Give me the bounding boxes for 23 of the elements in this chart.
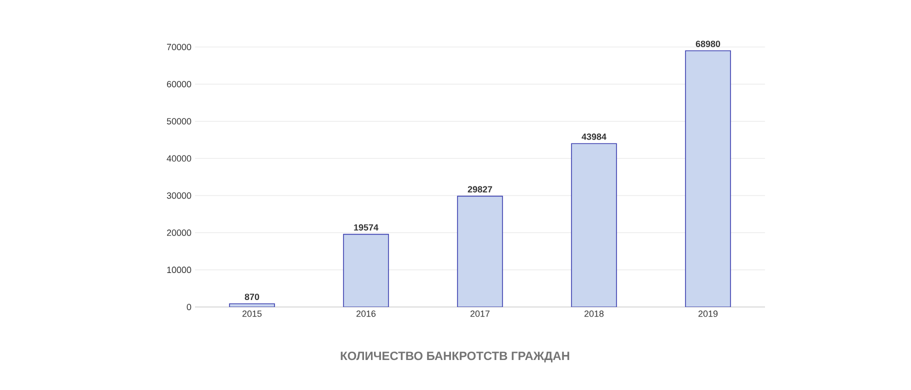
x-tick-label: 2019 <box>698 310 718 317</box>
bar <box>571 143 617 307</box>
text: КОЛИЧЕСТВО БАНКРОТСТВ ГРАЖДАН <box>340 352 570 362</box>
data-label: 68980 <box>696 40 720 48</box>
x-tick-label: 2015 <box>242 310 262 317</box>
data-label: 43984 <box>582 134 606 140</box>
x-tick-label: 2016 <box>356 310 376 317</box>
bar <box>685 50 731 307</box>
x-tick-label: 2018 <box>584 310 604 317</box>
y-tick-label: 50000 <box>166 118 192 124</box>
data-label: 19574 <box>354 224 378 231</box>
y-tick-label: 60000 <box>167 80 192 88</box>
bar <box>457 196 503 307</box>
bar <box>343 234 389 307</box>
y-tick-label: 20000 <box>167 230 192 236</box>
data-label: 29827 <box>468 186 492 192</box>
y-tick-label: 70000 <box>167 44 192 50</box>
x-tick-label: 2017 <box>470 310 490 317</box>
y-tick-label: 30000 <box>166 192 192 199</box>
y-tick-label: 10000 <box>167 266 192 274</box>
y-tick-label: 40000 <box>166 155 192 162</box>
y-tick-label: 0 <box>186 304 192 310</box>
data-label: 870 <box>244 294 260 300</box>
